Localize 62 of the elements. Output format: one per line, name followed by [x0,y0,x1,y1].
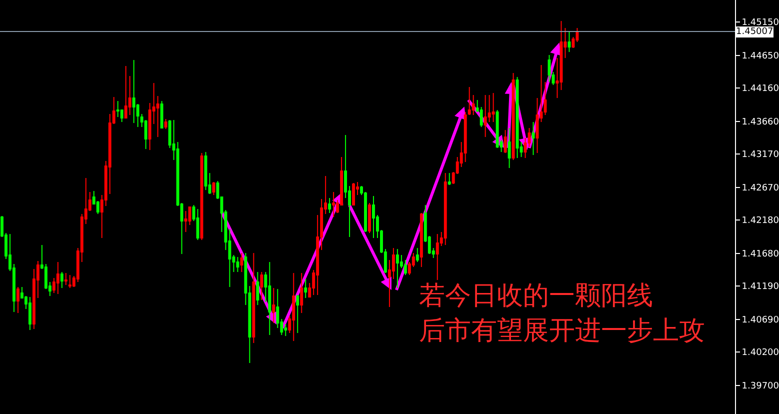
y-tick-label: 1.43170 [742,150,779,160]
candlestick [352,182,355,206]
y-tick-label: 1.42180 [742,216,779,226]
y-tick-label: 1.40690 [742,315,779,326]
candlestick [240,252,244,272]
y-tick-label: 1.45150 [742,18,779,28]
y-tick-label: 1.44160 [742,84,779,94]
candlestick [28,296,32,330]
candlestick [328,198,332,214]
candlestick [260,272,264,300]
annotation: 后市有望展开进一步上攻 [419,316,705,346]
candlestick [56,262,60,294]
candlestick [512,72,515,160]
candlestick [484,94,487,138]
y-tick-label: 1.44650 [742,51,779,62]
candlestick [236,256,240,272]
candlestick [300,272,304,314]
candlestick [436,234,439,280]
candlestick [64,272,68,286]
candlestick [304,278,308,298]
candlestick [256,272,260,306]
candlestick [124,66,128,118]
candlestick [252,252,256,344]
candlestick [204,152,208,190]
candlestick [160,100,164,128]
candlestick [444,172,447,246]
candlestick [212,182,216,196]
candlestick [272,288,276,324]
y-tick-label: 1.43660 [742,117,779,128]
candlestick [68,274,72,288]
candlestick [372,196,375,238]
y-tick-label: 1.41680 [742,249,779,260]
candlestick [332,192,336,218]
y-tick-label: 1.40200 [742,348,779,358]
candlestick [532,122,535,156]
ref-line-label: 1.45007 [736,27,774,37]
y-tick-label: 1.42670 [742,183,779,194]
candlestick [492,92,495,122]
candlestick [468,86,471,116]
candlestick [504,130,507,154]
candlestick [368,202,371,234]
candlestick [196,208,200,240]
candlestick [448,172,451,186]
candlestick [568,32,571,52]
y-tick-label: 1.39700 [742,381,779,392]
candlestick [132,60,136,124]
candlestick [296,294,300,334]
candlestick [416,248,419,262]
annotation: 若今日收的一颗阳线 [419,281,653,311]
candlestick [396,248,399,288]
candlestick [292,272,296,342]
candlestick [164,118,168,130]
candlestick [516,76,519,158]
candlestick [268,262,272,336]
candlestick [60,272,64,288]
candlestick [184,210,188,232]
candlestick [548,54,551,82]
candlestick [16,286,20,314]
candlestick [420,212,423,268]
y-tick-label: 1.41190 [742,282,779,292]
candlestick [496,110,499,148]
candlestick [508,128,511,168]
